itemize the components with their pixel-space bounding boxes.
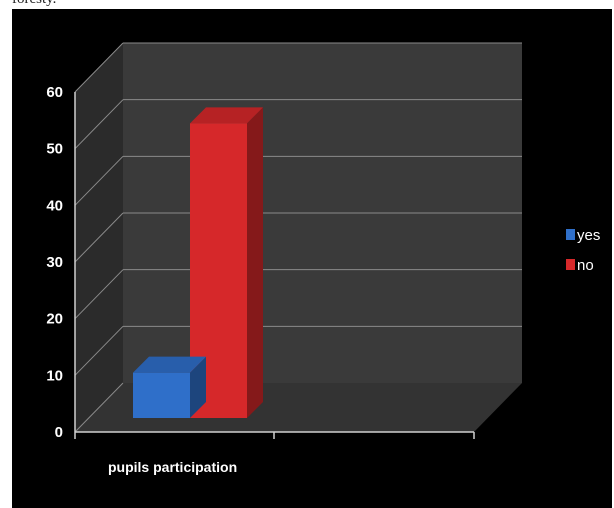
bars xyxy=(133,107,263,418)
grid-lines xyxy=(74,42,522,433)
bar-side xyxy=(190,356,206,418)
side-gridline xyxy=(74,42,124,93)
side-gridline xyxy=(74,99,124,150)
top-caption-text: foresty. xyxy=(12,0,56,8)
y-tick-label: 20 xyxy=(46,311,63,328)
y-tick-label: 0 xyxy=(55,424,63,441)
legend-label: yes xyxy=(577,227,600,244)
axes xyxy=(74,92,475,439)
side-gridline xyxy=(74,269,124,320)
y-tick-label: 10 xyxy=(46,367,63,384)
side-gridline xyxy=(74,382,124,433)
bar-top xyxy=(133,356,206,373)
legend-label: no xyxy=(577,257,594,274)
legend-swatch xyxy=(566,229,575,240)
y-tick-labels: 0 10 20 30 40 50 60 xyxy=(46,84,63,441)
bar-yes xyxy=(133,356,206,418)
y-tick-label: 30 xyxy=(46,254,63,271)
y-tick-label: 60 xyxy=(46,84,63,101)
legend-item-no: no xyxy=(566,257,594,274)
bar-front xyxy=(133,372,190,418)
side-gridline xyxy=(74,155,124,206)
bar-top xyxy=(190,107,263,124)
legend-item-yes: yes xyxy=(566,227,600,244)
y-tick-label: 40 xyxy=(46,197,63,214)
legend: yes no xyxy=(566,227,600,274)
side-gridline xyxy=(74,212,124,263)
y-tick-label: 50 xyxy=(46,141,63,158)
bar-side xyxy=(247,107,263,418)
side-gridline xyxy=(74,325,124,376)
bar-no xyxy=(190,107,263,418)
x-category-labels: pupils participation xyxy=(108,459,237,475)
legend-swatch xyxy=(566,259,575,270)
x-category-label: pupils participation xyxy=(108,459,237,475)
